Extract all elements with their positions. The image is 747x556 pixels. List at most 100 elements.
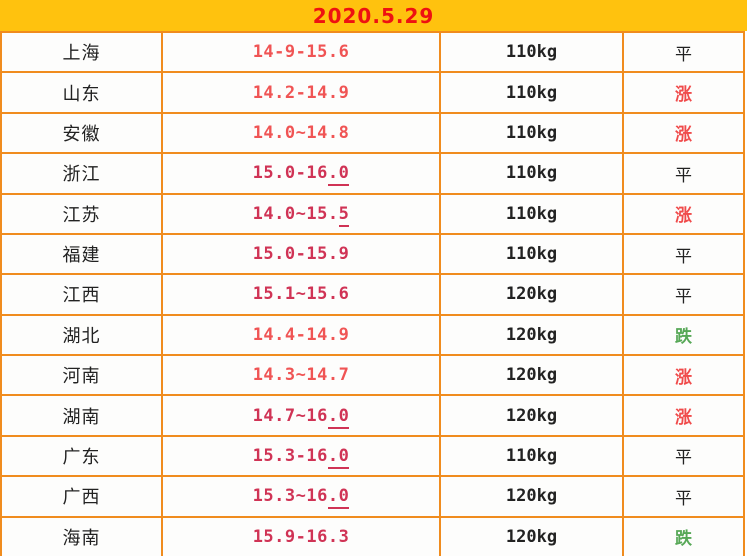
province-cell: 江苏: [0, 192, 163, 235]
price-range: 14.2-14.9: [252, 82, 350, 103]
province-label: 江西: [62, 285, 101, 306]
weight-cell: 110kg: [439, 111, 624, 155]
weight-cell: 120kg: [439, 475, 624, 518]
status-label: 平: [675, 286, 692, 306]
price-range: 15.1~15.6: [252, 284, 350, 305]
table-row: 山东 14.2-14.9 110kg 涨: [0, 71, 745, 114]
status-label: 涨: [675, 206, 692, 226]
table-row: 安徽 14.0~14.8 110kg 涨: [0, 111, 745, 155]
price-underlined-suffix: .0: [327, 486, 350, 510]
date-header: 2020.5.29: [0, 0, 747, 31]
province-label: 浙江: [62, 164, 101, 185]
status-label: 涨: [675, 85, 692, 105]
province-label: 湖南: [62, 406, 101, 427]
price-cell: 14.3~14.7: [161, 353, 441, 397]
weight-cell: 120kg: [439, 273, 624, 316]
table-row: 湖南 14.7~16.0 120kg 涨: [0, 394, 745, 437]
province-cell: 广东: [0, 434, 163, 478]
status-cell: 平: [622, 152, 745, 195]
price-cell: 14-9-15.6: [161, 30, 441, 74]
price-cell: 15.0-15.9: [161, 232, 441, 276]
price-cell: 14.7~16.0: [161, 394, 441, 437]
weight-label: 120kg: [505, 486, 558, 507]
table-row: 海南 15.9-16.3 120kg 跌: [0, 515, 745, 556]
price-cell: 14.2-14.9: [161, 71, 441, 114]
price-range: 15.9-16.3: [252, 526, 350, 547]
table-row: 浙江 15.0-16.0 110kg 平: [0, 152, 745, 195]
weight-label: 120kg: [505, 526, 558, 547]
status-label: 涨: [675, 367, 692, 387]
province-cell: 江西: [0, 273, 163, 316]
price-table: 上海 14-9-15.6 110kg 平山东 14.2-14.9 110kg 涨安徽 14.0…: [0, 30, 745, 556]
price-cell: 14.0~14.8: [161, 111, 441, 155]
status-cell: 涨: [622, 353, 745, 397]
weight-label: 110kg: [505, 445, 558, 466]
province-label: 安徽: [62, 123, 101, 144]
province-cell: 广西: [0, 475, 163, 518]
price-cell: 15.3~16.0: [161, 475, 441, 518]
table-row: 上海 14-9-15.6 110kg 平: [0, 30, 745, 74]
province-label: 湖北: [62, 325, 101, 346]
table-row: 广东 15.3-16.0 110kg 平: [0, 434, 745, 478]
province-label: 福建: [62, 245, 101, 266]
price-range: 14.0~14.8: [252, 122, 350, 143]
table-row: 江苏 14.0~15.5 110kg 涨: [0, 192, 745, 235]
weight-label: 110kg: [505, 203, 558, 224]
table-row: 河南 14.3~14.7 120kg 涨: [0, 353, 745, 397]
price-table-body: 上海 14-9-15.6 110kg 平山东 14.2-14.9 110kg 涨安徽 14.0…: [0, 30, 745, 556]
weight-cell: 110kg: [439, 192, 624, 235]
weight-label: 120kg: [505, 405, 558, 426]
status-label: 平: [675, 246, 692, 266]
province-label: 广东: [62, 446, 101, 467]
status-label: 平: [675, 165, 692, 185]
price-cell: 15.0-16.0: [161, 152, 441, 195]
weight-label: 110kg: [505, 122, 558, 143]
price-range: 15.0-16.0: [253, 163, 350, 187]
price-range: 15.3~16.0: [253, 486, 350, 510]
status-label: 跌: [675, 327, 692, 347]
status-cell: 平: [622, 475, 745, 518]
price-range: 14.7~16.0: [253, 405, 350, 429]
weight-cell: 110kg: [439, 71, 624, 114]
status-cell: 平: [622, 434, 745, 478]
status-cell: 涨: [622, 192, 745, 235]
weight-label: 120kg: [505, 324, 558, 345]
status-cell: 跌: [622, 515, 745, 556]
status-cell: 跌: [622, 313, 745, 357]
weight-cell: 110kg: [439, 434, 624, 478]
province-cell: 浙江: [0, 152, 163, 195]
price-cell: 14.4-14.9: [161, 313, 441, 357]
province-cell: 河南: [0, 353, 163, 397]
table-row: 江西 15.1~15.6 120kg 平: [0, 273, 745, 316]
price-cell: 15.1~15.6: [161, 273, 441, 316]
price-cell: 15.9-16.3: [161, 515, 441, 556]
weight-label: 110kg: [505, 82, 558, 103]
status-cell: 涨: [622, 71, 745, 114]
weight-cell: 120kg: [439, 353, 624, 397]
table-row: 广西 15.3~16.0 120kg 平: [0, 475, 745, 518]
price-range: 15.0-15.9: [252, 244, 350, 265]
weight-label: 120kg: [505, 365, 558, 386]
weight-label: 110kg: [505, 163, 558, 184]
province-cell: 安徽: [0, 111, 163, 155]
status-cell: 涨: [622, 394, 745, 437]
price-range: 14.4-14.9: [252, 324, 350, 345]
price-underlined-suffix: .0: [327, 445, 350, 469]
status-cell: 涨: [622, 111, 745, 155]
status-label: 跌: [675, 529, 692, 549]
price-range: 14-9-15.6: [252, 42, 350, 63]
weight-label: 110kg: [505, 42, 558, 63]
status-label: 涨: [675, 408, 692, 428]
province-label: 河南: [62, 366, 101, 387]
weight-cell: 120kg: [439, 515, 624, 556]
status-label: 平: [675, 44, 692, 64]
province-cell: 海南: [0, 515, 163, 556]
weight-cell: 120kg: [439, 394, 624, 437]
province-label: 江苏: [62, 204, 101, 225]
weight-cell: 110kg: [439, 232, 624, 276]
province-cell: 福建: [0, 232, 163, 276]
price-underlined-suffix: 5: [338, 203, 350, 227]
status-cell: 平: [622, 30, 745, 74]
status-cell: 平: [622, 232, 745, 276]
